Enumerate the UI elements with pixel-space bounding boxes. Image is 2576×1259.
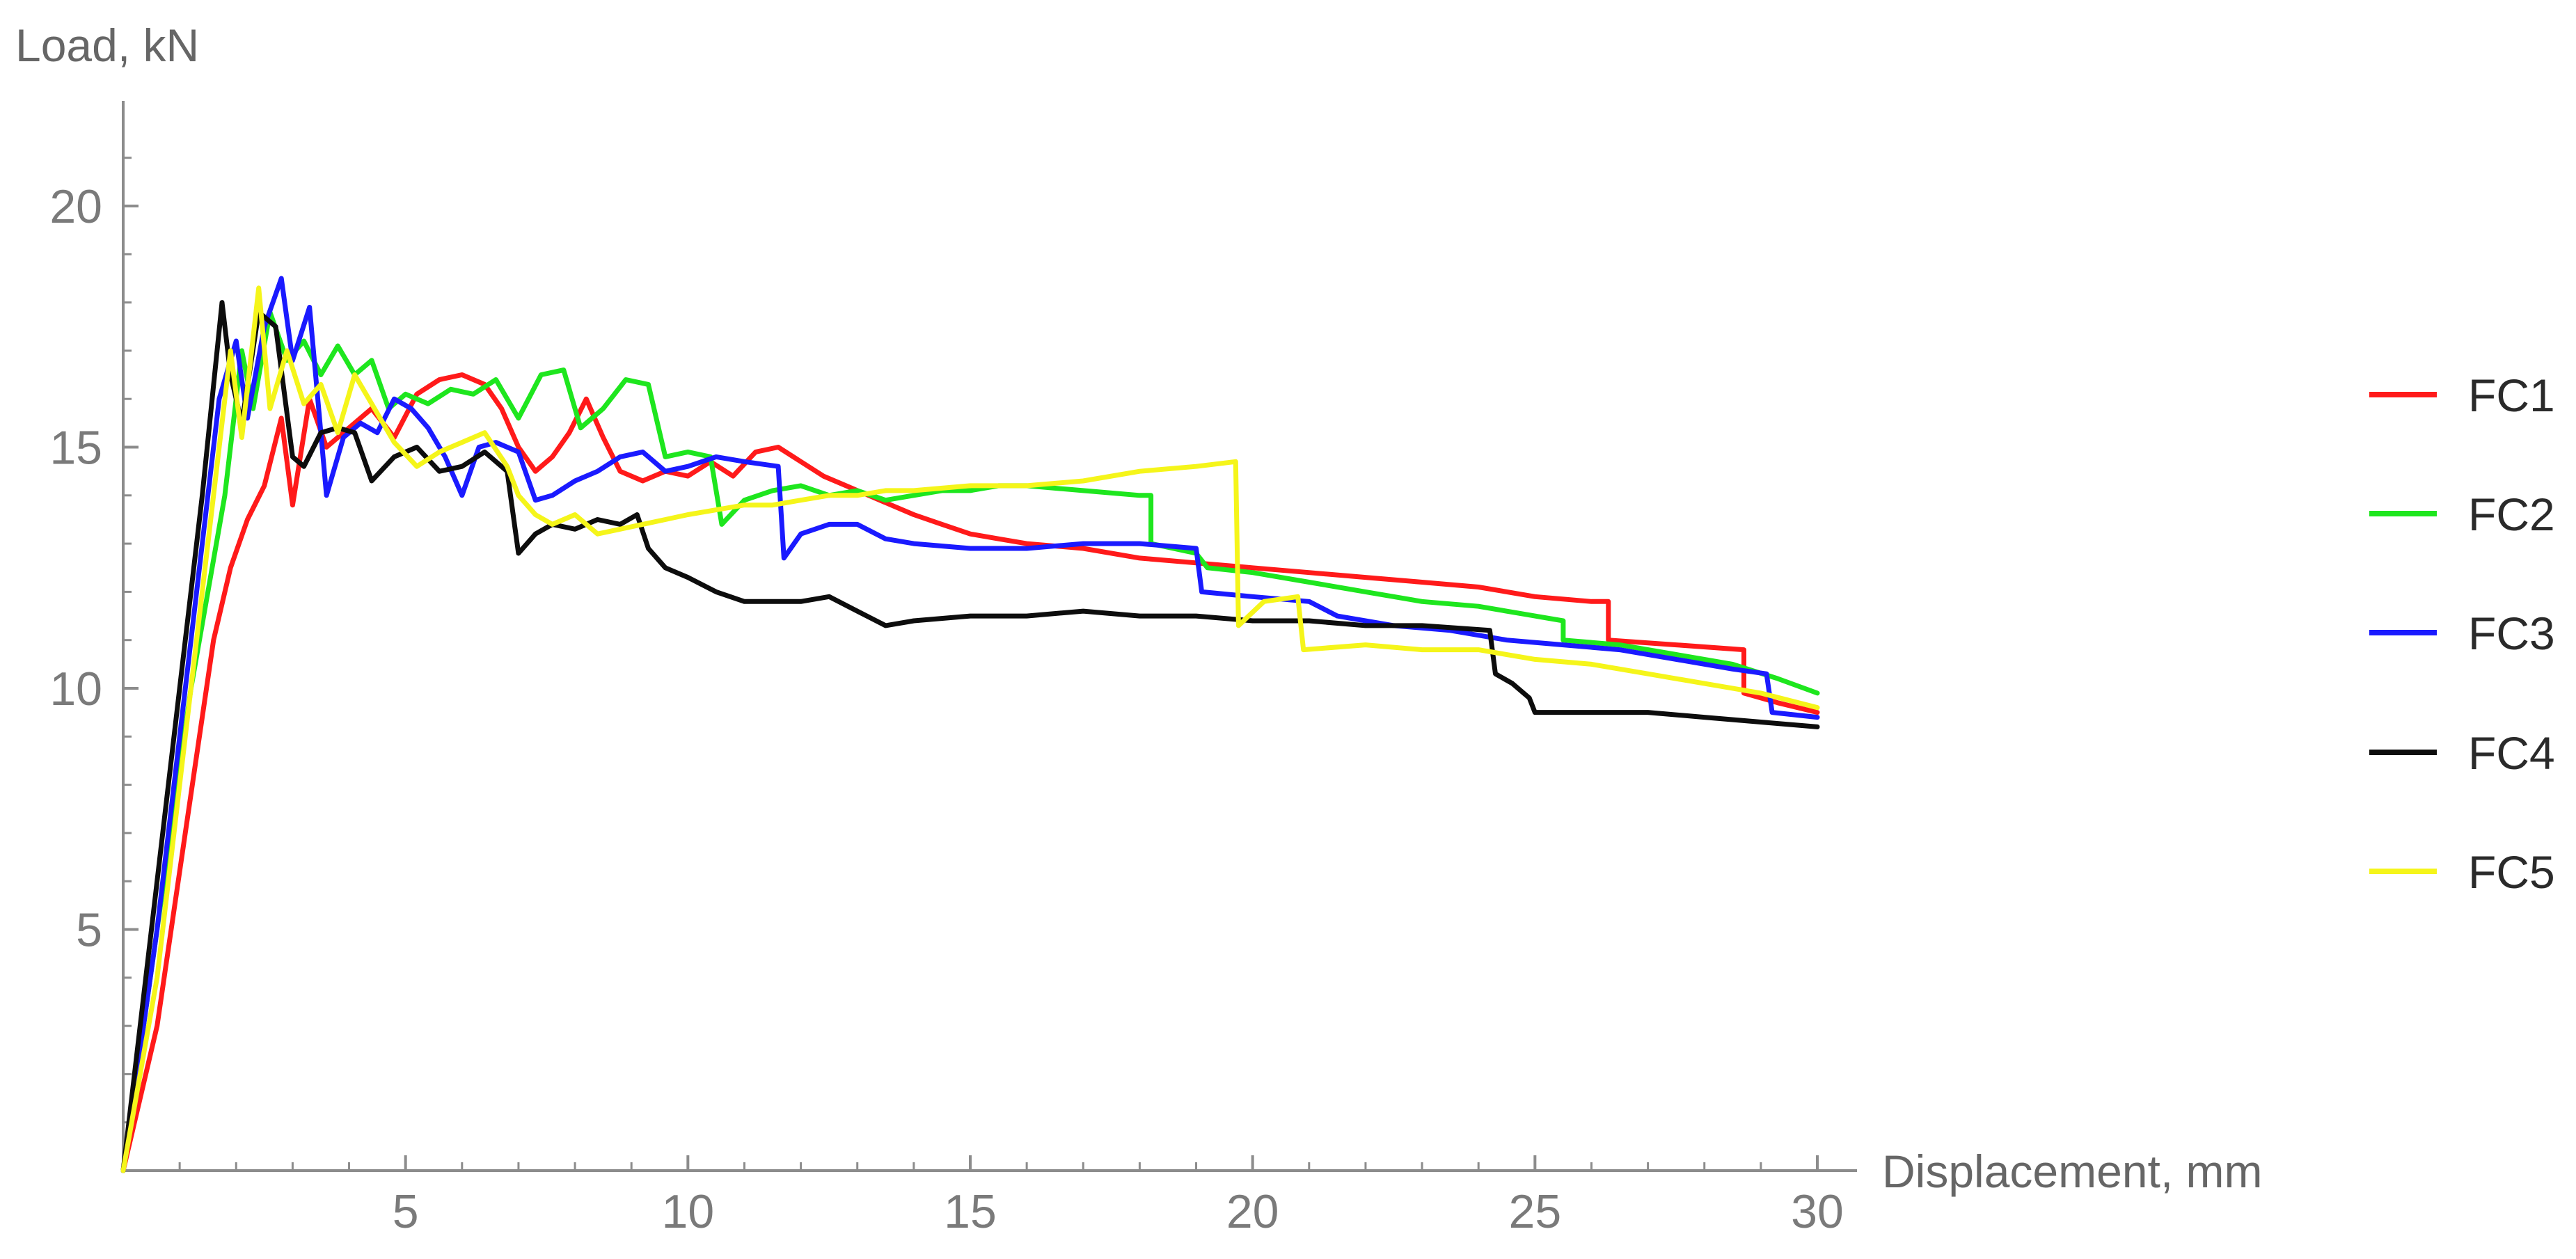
y-tick-label: 15: [49, 422, 102, 475]
y-axis-title: Load, kN: [15, 19, 199, 71]
x-axis-title: Displacement, mm: [1882, 1146, 2262, 1197]
series-line-fc4: [120, 300, 1820, 1173]
legend-label-fc4: FC4: [2468, 727, 2555, 779]
series-line-fc3: [120, 276, 1820, 1173]
y-tick-label: 5: [76, 904, 102, 957]
x-tick-label: 30: [1791, 1185, 1844, 1238]
y-axis-ticks: 5 10 15 20: [49, 157, 139, 1124]
y-axis: 5 10 15 20 Load, kN: [15, 19, 199, 1171]
x-axis-ticks: 5 10 15 20 25 30: [178, 1155, 1844, 1238]
series-line-fc2: [120, 310, 1820, 1173]
legend-label-fc2: FC2: [2468, 489, 2555, 540]
x-tick-label: 25: [1509, 1185, 1562, 1238]
y-tick-label: 20: [49, 180, 102, 233]
series-line-fc1: [120, 372, 1820, 1173]
legend-label-fc3: FC3: [2468, 608, 2555, 659]
x-tick-label: 20: [1226, 1185, 1279, 1238]
x-tick-label: 10: [662, 1185, 715, 1238]
x-axis: 5 10 15 20 25 30 Displacement, mm: [123, 1146, 2262, 1238]
series-line-fc5: [120, 285, 1820, 1173]
legend: FC1 FC2 FC3 FC4 FC5: [2369, 370, 2555, 898]
legend-label-fc5: FC5: [2468, 846, 2555, 898]
series-lines: [120, 276, 1820, 1173]
y-tick-label: 10: [49, 663, 102, 715]
x-tick-label: 5: [393, 1185, 419, 1238]
legend-label-fc1: FC1: [2468, 370, 2555, 421]
x-tick-label: 15: [944, 1185, 997, 1238]
